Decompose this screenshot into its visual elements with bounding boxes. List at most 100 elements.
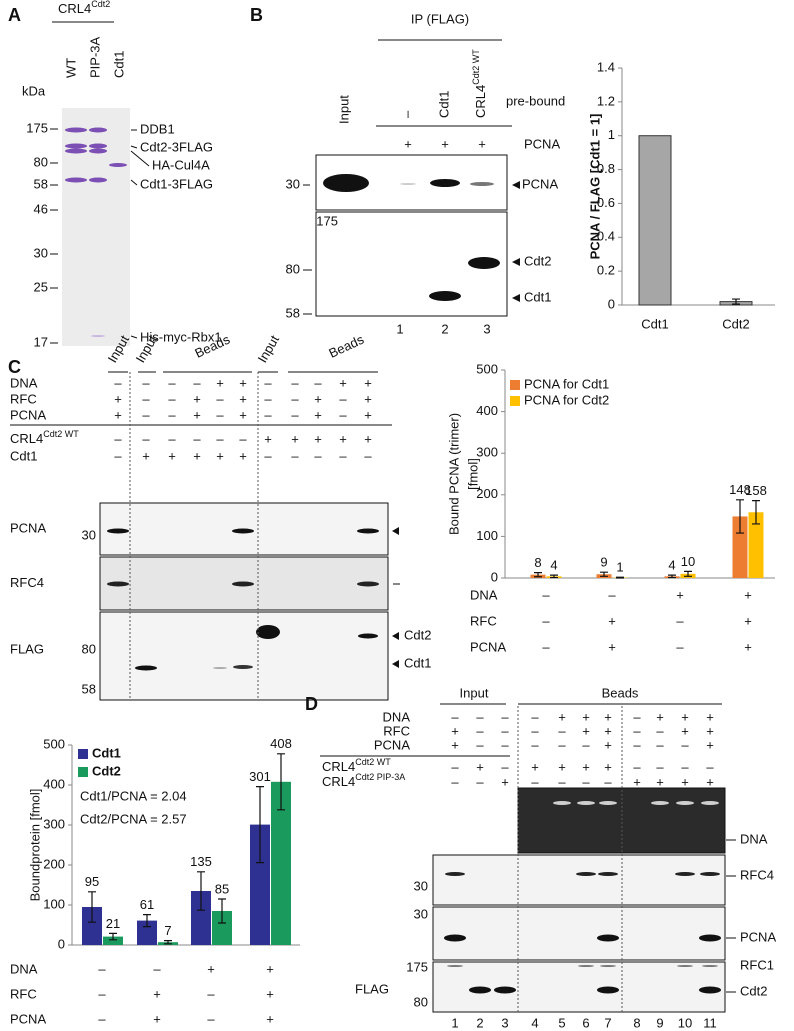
value-label: 148 bbox=[729, 482, 751, 497]
gel-band bbox=[576, 872, 596, 876]
row-label: RFC bbox=[10, 986, 37, 1001]
gel-label: RFC4 bbox=[740, 867, 774, 882]
sign: – bbox=[168, 391, 176, 406]
sign: + bbox=[681, 709, 689, 724]
sign: + bbox=[207, 961, 215, 976]
row-label: CRL4Cdt2 WT bbox=[10, 429, 79, 446]
gel-band bbox=[429, 291, 461, 301]
sign: + bbox=[604, 737, 612, 752]
gel-band bbox=[597, 934, 619, 942]
band-label: PCNA bbox=[522, 176, 558, 191]
row-label-base: CRL4 bbox=[322, 759, 355, 774]
gel-band bbox=[89, 143, 107, 149]
sign: + bbox=[656, 709, 664, 724]
legend-swatch bbox=[510, 396, 520, 406]
prebound-label: pre-bound bbox=[506, 93, 565, 108]
gel-title: CRL4Cdt2 bbox=[58, 0, 110, 16]
y-tick-label: 0 bbox=[58, 936, 65, 951]
row-label: PCNA bbox=[374, 737, 410, 752]
gel-band bbox=[577, 801, 595, 805]
gel-band bbox=[400, 183, 416, 185]
lane-number: 2 bbox=[441, 321, 448, 336]
gel-band bbox=[357, 528, 379, 534]
sign: + bbox=[364, 407, 372, 422]
arrowhead bbox=[392, 632, 399, 640]
sign: – bbox=[216, 431, 224, 446]
gel-band bbox=[357, 581, 379, 587]
gel-band bbox=[699, 986, 721, 994]
gel-band bbox=[135, 665, 157, 671]
sign: – bbox=[451, 774, 459, 789]
lane-number: 1 bbox=[396, 321, 403, 336]
sign: – bbox=[476, 737, 484, 752]
gel-band bbox=[107, 581, 129, 587]
legend-label: PCNA for Cdt2 bbox=[524, 392, 609, 407]
gel-band bbox=[233, 665, 253, 669]
y-tick-label: 0.8 bbox=[597, 161, 615, 176]
lane-label: WT bbox=[63, 58, 78, 78]
gel-band bbox=[600, 965, 616, 967]
gel bbox=[432, 854, 726, 906]
sign: + bbox=[404, 136, 412, 151]
gel-band bbox=[65, 177, 87, 183]
gel-label: FLAG bbox=[10, 641, 44, 656]
sign: + bbox=[264, 431, 272, 446]
sign: + bbox=[608, 613, 616, 628]
sign: + bbox=[193, 407, 201, 422]
sign: + bbox=[476, 759, 484, 774]
value-label: 7 bbox=[164, 923, 171, 938]
sign: – bbox=[542, 639, 550, 654]
gel-label: RFC4 bbox=[10, 575, 44, 590]
marker-label: 58 bbox=[82, 681, 96, 696]
arrowhead bbox=[392, 527, 399, 535]
sign: + bbox=[744, 639, 752, 654]
gel bbox=[99, 611, 389, 701]
error-bar bbox=[752, 500, 760, 525]
row-label: RFC bbox=[10, 391, 37, 406]
lane-number: 3 bbox=[483, 321, 490, 336]
row-label-sup: Cdt2 WT bbox=[355, 757, 391, 767]
marker-label: 30 bbox=[414, 906, 428, 921]
band-label: Cdt1 bbox=[404, 655, 431, 670]
column-label: CRL4Cdt2 WT bbox=[471, 49, 488, 118]
error-bar bbox=[668, 574, 676, 579]
sign: – bbox=[207, 1011, 215, 1026]
band-label: DDB1 bbox=[140, 121, 175, 136]
gel-band bbox=[651, 801, 669, 805]
marker-label: 17 bbox=[34, 334, 48, 349]
column-label-base: CRL4 bbox=[473, 85, 488, 118]
sign: – bbox=[656, 759, 664, 774]
sign: – bbox=[542, 587, 550, 602]
sign: – bbox=[501, 737, 509, 752]
sign: – bbox=[604, 774, 612, 789]
sign: – bbox=[542, 613, 550, 628]
band-label: RFC1 bbox=[740, 957, 774, 972]
row-label: PCNA bbox=[470, 639, 506, 654]
sign: – bbox=[291, 375, 299, 390]
sign: + bbox=[558, 759, 566, 774]
sign: – bbox=[264, 448, 272, 463]
sign: + bbox=[216, 375, 224, 390]
lane-number: 1 bbox=[451, 1015, 458, 1030]
gel-band bbox=[469, 986, 491, 994]
column-label: Input bbox=[255, 332, 283, 365]
sign: + bbox=[153, 1011, 161, 1026]
arrowhead bbox=[512, 294, 520, 302]
lane-label: Cdt1 bbox=[111, 51, 126, 78]
lane-number: 9 bbox=[656, 1015, 663, 1030]
sign: – bbox=[501, 723, 509, 738]
value-label: 301 bbox=[249, 769, 271, 784]
sign: – bbox=[531, 723, 539, 738]
gel-band bbox=[553, 801, 571, 805]
gel-band bbox=[494, 986, 516, 994]
sign: – bbox=[291, 448, 299, 463]
error-bar bbox=[736, 499, 744, 534]
gel-band bbox=[675, 872, 695, 876]
sign: + bbox=[216, 448, 224, 463]
sign: + bbox=[239, 448, 247, 463]
gel-band bbox=[470, 182, 494, 186]
band-label: Cdt2-3FLAG bbox=[140, 139, 213, 154]
bar bbox=[271, 781, 291, 945]
lane-number: 10 bbox=[678, 1015, 692, 1030]
value-label: 8 bbox=[534, 555, 541, 570]
